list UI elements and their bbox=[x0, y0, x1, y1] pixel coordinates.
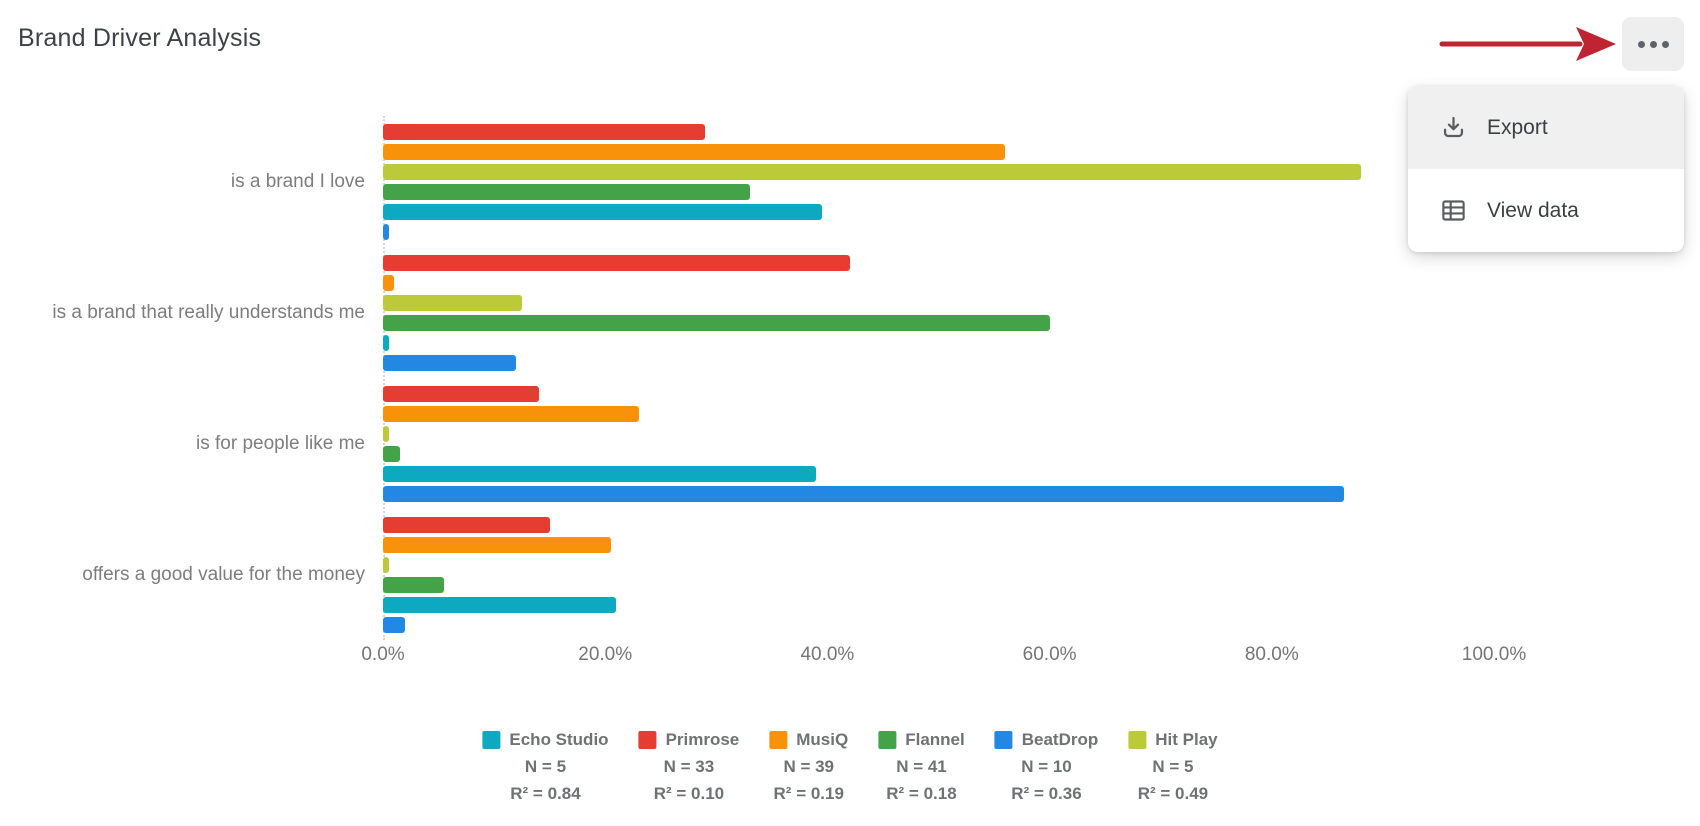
bar-group-1 bbox=[383, 124, 1361, 240]
bar-group-4 bbox=[383, 517, 617, 633]
x-axis-tick: 40.0% bbox=[800, 644, 855, 665]
bar-echo-studio bbox=[383, 335, 389, 351]
ellipsis-icon bbox=[1637, 40, 1645, 48]
legend-r2-value: R² = 0.18 bbox=[886, 784, 957, 803]
menu-item-export[interactable]: Export bbox=[1408, 86, 1684, 169]
legend-name-row: Echo Studio bbox=[482, 726, 609, 753]
bar-musiq bbox=[383, 537, 611, 553]
bar-echo-studio bbox=[383, 466, 817, 482]
legend-n-value: N = 41 bbox=[896, 757, 947, 776]
legend-name-row: MusiQ bbox=[769, 726, 848, 753]
x-axis-tick: 0.0% bbox=[361, 644, 405, 665]
legend-r2-value: R² = 0.10 bbox=[653, 784, 725, 803]
x-axis-tick: 80.0% bbox=[1244, 644, 1299, 665]
category-label: offers a good value for the money bbox=[82, 564, 365, 585]
legend-n-value: N = 39 bbox=[783, 757, 835, 776]
legend-swatch-icon bbox=[482, 730, 501, 749]
annotation-arrow-icon bbox=[1439, 27, 1616, 61]
bar-flannel bbox=[383, 184, 750, 200]
legend-n-value: N = 5 bbox=[1152, 757, 1194, 776]
bar-primrose bbox=[383, 517, 550, 533]
legend-item-echo-studio: Echo Studio N = 5 R² = 0.84 bbox=[482, 726, 609, 807]
bar-musiq bbox=[383, 406, 639, 422]
legend-item-primrose: Primrose N = 33 R² = 0.10 bbox=[638, 726, 740, 807]
bar-group-2 bbox=[383, 255, 1050, 371]
bar-echo-studio bbox=[383, 204, 822, 220]
legend-item-musiq: MusiQ N = 39 R² = 0.19 bbox=[769, 726, 848, 807]
legend-swatch-icon bbox=[878, 730, 897, 749]
bar-hit-play bbox=[383, 164, 1361, 180]
bar-flannel bbox=[383, 577, 445, 593]
bar-primrose bbox=[383, 255, 850, 271]
bar-hit-play bbox=[383, 426, 389, 442]
page-title: Brand Driver Analysis bbox=[18, 24, 262, 52]
legend-item-flannel: Flannel N = 41 R² = 0.18 bbox=[878, 726, 965, 807]
table-icon bbox=[1442, 200, 1465, 221]
category-label: is a brand I love bbox=[230, 171, 365, 192]
menu-item-label: View data bbox=[1487, 198, 1579, 222]
legend-swatch-icon bbox=[769, 730, 788, 749]
legend: Echo Studio N = 5 R² = 0.84 Primrose N = 33 R… bbox=[482, 726, 1218, 807]
legend-name: MusiQ bbox=[796, 730, 849, 749]
bar-primrose bbox=[383, 386, 539, 402]
legend-name: Flannel bbox=[905, 730, 965, 749]
legend-item-hit-play: Hit Play N = 5 R² = 0.49 bbox=[1128, 726, 1218, 807]
legend-name: BeatDrop bbox=[1021, 730, 1099, 749]
bar-echo-studio bbox=[383, 597, 617, 613]
legend-r2-value: R² = 0.49 bbox=[1137, 784, 1209, 803]
category-label: is a brand that really understands me bbox=[52, 302, 365, 323]
legend-r2-value: R² = 0.36 bbox=[1011, 784, 1082, 803]
legend-r2-value: R² = 0.19 bbox=[773, 784, 844, 803]
bar-flannel bbox=[383, 315, 1050, 331]
download-icon bbox=[1443, 116, 1464, 138]
legend-r2-value: R² = 0.84 bbox=[510, 784, 581, 803]
menu-item-view-data[interactable]: View data bbox=[1408, 169, 1684, 252]
bar-musiq bbox=[383, 275, 395, 291]
bar-beatdrop bbox=[383, 355, 517, 371]
bar-hit-play bbox=[383, 295, 522, 311]
x-axis-tick: 100.0% bbox=[1461, 644, 1527, 665]
category-label: is for people like me bbox=[196, 433, 365, 454]
bar-beatdrop bbox=[383, 224, 389, 240]
bar-flannel bbox=[383, 446, 400, 462]
legend-n-value: N = 5 bbox=[524, 757, 567, 776]
legend-name-row: BeatDrop bbox=[994, 726, 1099, 753]
axis-baseline bbox=[383, 116, 385, 640]
legend-n-value: N = 10 bbox=[1021, 757, 1072, 776]
options-menu: Export View data bbox=[1408, 86, 1684, 252]
legend-name-row: Hit Play bbox=[1128, 726, 1218, 753]
legend-swatch-icon bbox=[638, 730, 657, 749]
legend-name: Hit Play bbox=[1155, 730, 1218, 749]
x-axis-tick: 20.0% bbox=[578, 644, 633, 665]
legend-n-value: N = 33 bbox=[663, 757, 715, 776]
legend-name: Echo Studio bbox=[509, 730, 609, 749]
x-axis-tick: 60.0% bbox=[1022, 644, 1077, 665]
legend-name-row: Flannel bbox=[878, 726, 965, 753]
legend-item-beatdrop: BeatDrop N = 10 R² = 0.36 bbox=[994, 726, 1099, 807]
bar-beatdrop bbox=[383, 486, 1344, 502]
bar-group-3 bbox=[383, 386, 1344, 502]
legend-swatch-icon bbox=[994, 730, 1013, 749]
more-options-button[interactable] bbox=[1622, 17, 1684, 71]
menu-item-label: Export bbox=[1487, 115, 1548, 139]
bar-hit-play bbox=[383, 557, 389, 573]
legend-name-row: Primrose bbox=[638, 726, 740, 753]
legend-name: Primrose bbox=[665, 730, 740, 749]
legend-swatch-icon bbox=[1128, 730, 1147, 749]
bar-musiq bbox=[383, 144, 1006, 160]
bar-primrose bbox=[383, 124, 706, 140]
bar-beatdrop bbox=[383, 617, 406, 633]
